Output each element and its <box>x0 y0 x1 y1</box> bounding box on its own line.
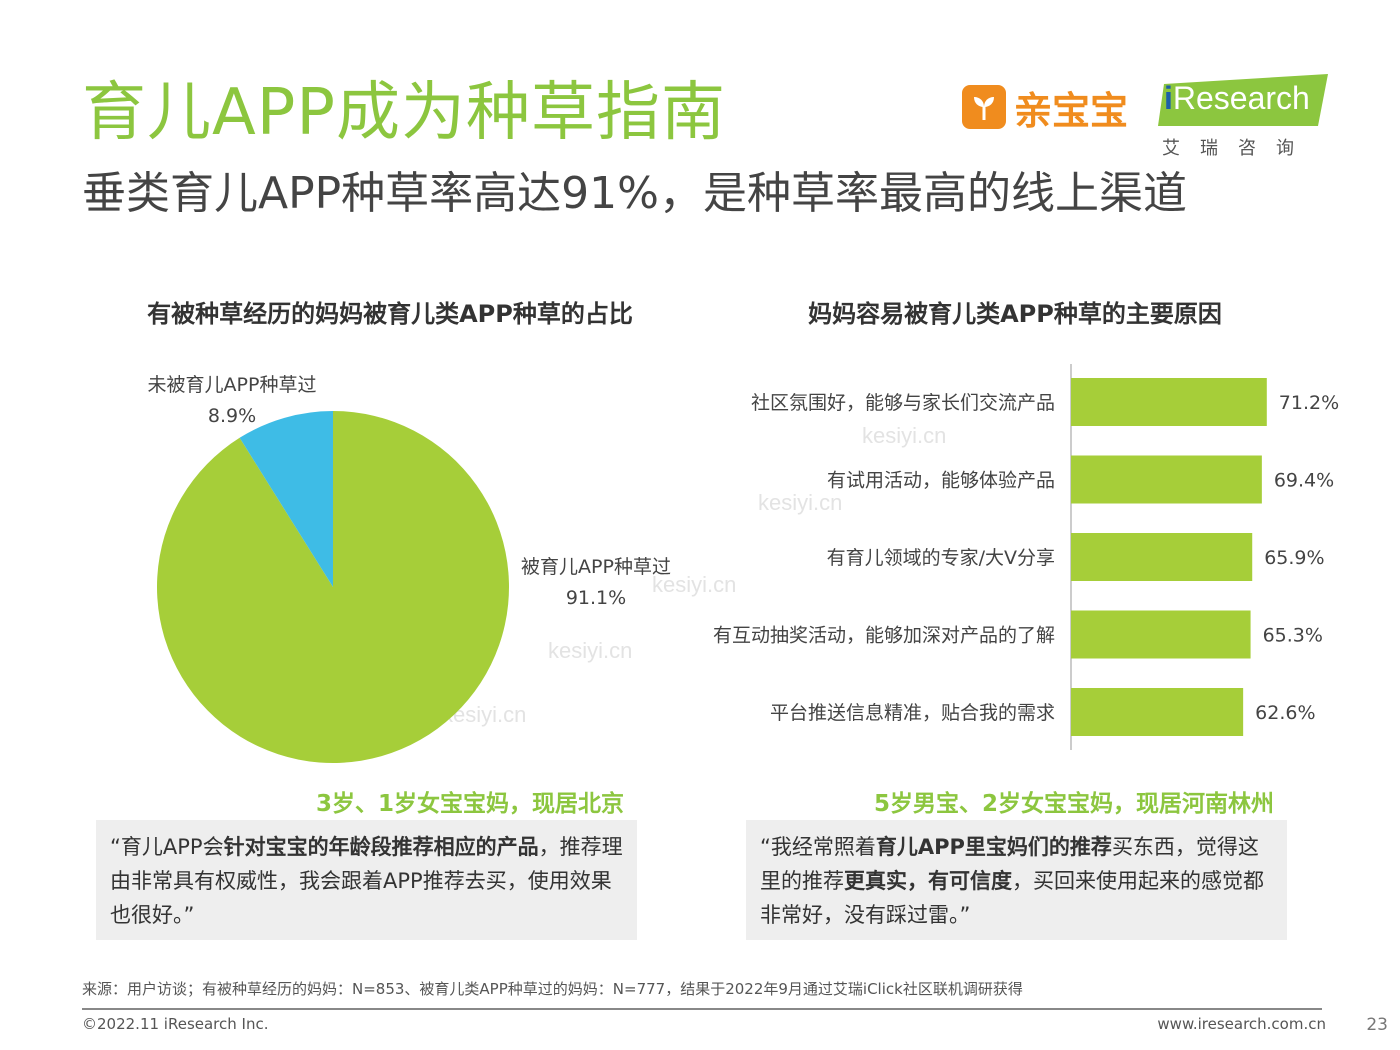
bar-value-label: 71.2% <box>1279 392 1339 414</box>
watermark: kesiyi.cn <box>652 572 737 597</box>
quote-1-box: “育儿APP会针对宝宝的年龄段推荐相应的产品，推荐理由非常具有权威性，我会跟着A… <box>96 820 637 940</box>
bar <box>1071 378 1267 426</box>
iresearch-logo-band <box>1158 74 1328 126</box>
quote-text: “育儿APP会 <box>110 835 224 859</box>
bar-value-label: 62.6% <box>1255 702 1315 724</box>
bar-value-label: 69.4% <box>1274 470 1334 492</box>
watermark: kesiyi.cn <box>548 638 633 663</box>
bar-category-label: 有试用活动，能够体验产品 <box>827 470 1055 492</box>
quote-highlight: 更真实，有可信度 <box>844 869 1012 893</box>
qinbaobao-logo-text: 亲宝宝 <box>1014 88 1129 133</box>
page-subtitle: 垂类育儿APP种草率高达91%，是种草率最高的线上渠道 <box>82 168 1187 219</box>
pie-slice-label: 被育儿APP种草过 <box>521 556 671 578</box>
bar-chart-title: 妈妈容易被育儿类APP种草的主要原因 <box>808 300 1222 328</box>
pie-label-seeded: 被育儿APP种草过 91.1% <box>506 552 686 609</box>
quote-highlight: 育儿APP里宝妈们的推荐 <box>875 835 1112 859</box>
quote-1-title: 3岁、1岁女宝宝妈，现居北京 <box>315 791 624 817</box>
website-url: www.iresearch.com.cn <box>1157 1015 1326 1033</box>
qinbaobao-logo: 亲宝宝 <box>962 84 1128 133</box>
quote-text: ，买回来使用起来的感觉都非常好，没有踩过雷。” <box>760 869 1264 927</box>
bar-category-label: 社区氛围好，能够与家长们交流产品 <box>751 392 1055 414</box>
pie-slice-value: 8.9% <box>207 405 257 427</box>
bar <box>1071 455 1262 504</box>
copyright: ©2022.11 iResearch Inc. <box>82 1015 269 1033</box>
pie-label-not-seeded: 未被育儿APP种草过 8.9% <box>132 370 332 427</box>
quote-text: ，推荐理由非常具有权威性，我会跟着APP推荐去买，使用效果也很好。” <box>110 835 623 927</box>
quote-2-box: “我经常照着育儿APP里宝妈们的推荐买东西，觉得这里的推荐更真实，有可信度，买回… <box>746 820 1287 940</box>
pie-chart <box>156 411 509 763</box>
iresearch-logo: iResearch 艾瑞咨询 <box>1158 74 1330 162</box>
bar <box>1071 688 1244 736</box>
watermark: kesiyi.cn <box>862 423 947 448</box>
page-number: 23 <box>1366 1015 1388 1035</box>
bar-value-label: 65.3% <box>1263 625 1323 647</box>
footer-divider <box>82 1008 1322 1010</box>
source-note: 来源：用户访谈；有被种草经历的妈妈：N=853、被育儿类APP种草过的妈妈：N=… <box>82 980 1023 998</box>
bar-chart: 社区氛围好，能够与家长们交流产品 71.2% 有试用活动，能够体验产品 69.4% 有育… <box>713 364 1339 750</box>
quote-text: 买东西，觉得这里的推荐 <box>760 835 1259 893</box>
pie-chart-title: 有被种草经历的妈妈被育儿类APP种草的占比 <box>147 300 633 328</box>
bar <box>1071 610 1251 659</box>
sprout-icon <box>962 85 1006 129</box>
bar-value-label: 65.9% <box>1264 547 1324 569</box>
pie-slice <box>156 411 509 763</box>
page-title: 育儿APP成为种草指南 <box>82 76 726 150</box>
iresearch-logo-text: iResearch <box>1164 80 1310 116</box>
bar <box>1071 533 1253 581</box>
pie-slice-value: 91.1% <box>565 587 627 609</box>
quote-highlight: 针对宝宝的年龄段推荐相应的产品 <box>223 835 539 859</box>
bar-category-label: 平台推送信息精准，贴合我的需求 <box>770 702 1055 724</box>
watermark: kesiyi.cn <box>758 490 843 515</box>
pie-slice-label: 未被育儿APP种草过 <box>147 374 317 396</box>
bar-category-label: 有育儿领域的专家/大V分享 <box>827 547 1055 569</box>
iresearch-logo-subtext: 艾瑞咨询 <box>1162 138 1314 159</box>
bar-category-label: 有互动抽奖活动，能够加深对产品的了解 <box>713 625 1055 647</box>
quote-2-title: 5岁男宝、2岁女宝宝妈，现居河南林州 <box>873 791 1274 817</box>
pie-slice <box>239 411 333 587</box>
quote-text: “我经常照着 <box>760 835 876 859</box>
